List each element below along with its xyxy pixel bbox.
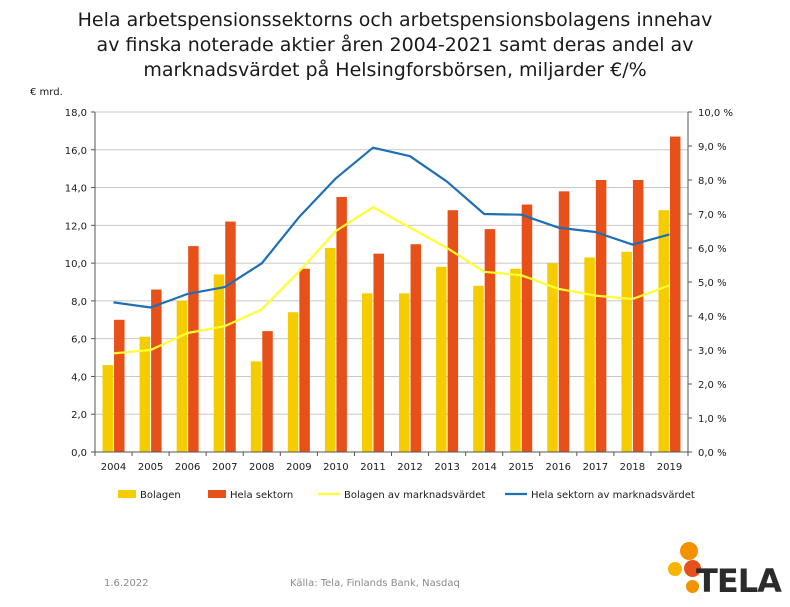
bar-bolagen [436,266,447,452]
chart-title-line-1: Hela arbetspensionssektorns och arbetspe… [77,9,713,31]
x-tick-label: 2008 [249,462,274,473]
bar-hela-sektorn [595,180,607,452]
bar-hela-sektorn [484,229,496,452]
x-tick-label: 2009 [286,462,311,473]
x-tick-label: 2017 [583,462,608,473]
footer-date: 1.6.2022 [104,578,149,589]
bar-hela-sektorn [669,136,681,453]
legend-swatch [208,490,226,498]
bar-bolagen [399,293,410,452]
y2-tick-label: 4,0 % [698,312,727,323]
y2-tick-label: 0,0 % [698,448,727,459]
y-tick-label: 10,0 [65,259,87,270]
bar-hela-sektorn [373,253,384,452]
bar-hela-sektorn [410,244,422,452]
bar-bolagen [621,251,632,452]
legend-label: Hela sektorn av marknadsvärdet [531,490,695,501]
bar-bolagen [473,285,484,452]
legend-label: Hela sektorn [230,490,293,501]
bar-hela-sektorn [262,331,273,452]
y-tick-label: 14,0 [65,184,87,195]
y2-tick-label: 6,0 % [698,244,727,255]
logo-dot-top [680,542,698,560]
bar-hela-sektorn [151,289,162,452]
x-tick-label: 2010 [323,462,348,473]
x-tick-label: 2016 [546,462,571,473]
line-hela-sektorn-marknadsvardet [113,146,670,309]
legend-item: Hela sektorn [208,490,293,501]
x-tick-label: 2012 [397,462,422,473]
legend-item: Bolagen av marknadsvärdet [318,490,485,501]
bar-hela-sektorn [632,180,644,452]
y2-tick-label: 2,0 % [698,380,727,391]
x-tick-label: 2007 [212,462,237,473]
logo-text: TELA [696,562,782,600]
y2-tick-label: 10,0 % [698,108,733,119]
y-tick-label: 6,0 [71,335,87,346]
bar-bolagen [139,336,151,452]
chart-title: Hela arbetspensionssektorns och arbetspe… [40,8,750,83]
y-axis-unit-label: € mrd. [30,87,63,98]
bar-hela-sektorn [558,191,570,453]
chart-title-line-2: av finska noterade aktier åren 2004-2021… [96,34,694,56]
bar-hela-sektorn [521,204,533,452]
y2-tick-label: 3,0 % [698,346,727,357]
bar-hela-sektorn [336,197,347,452]
legend-label: Bolagen [140,490,181,501]
legend-item: Bolagen [118,490,181,501]
bar-bolagen [213,274,225,452]
bar-hela-sektorn [299,268,310,452]
bar-bolagen [287,312,299,452]
bar-bolagen [102,365,114,452]
chart-title-line-3: marknadsvärdet på Helsingforsbörsen, mil… [143,59,647,81]
bar-bolagen [361,293,373,452]
logo-dot-left [668,562,682,576]
bar-bolagen [324,248,336,452]
bar-hela-sektorn [447,210,459,452]
x-tick-label: 2011 [360,462,385,473]
bar-bolagen [547,263,558,452]
y2-tick-label: 1,0 % [698,414,727,425]
legend-swatch [118,490,136,498]
bar-hela-sektorn [188,246,199,452]
x-tick-label: 2019 [657,462,682,473]
bar-bolagen [658,210,669,452]
bar-hela-sektorn [225,221,236,452]
y2-tick-label: 8,0 % [698,176,727,187]
y-tick-label: 0,0 [71,448,87,459]
y2-tick-label: 9,0 % [698,142,727,153]
bar-hela-sektorn [114,319,125,452]
footer-source: Källa: Tela, Finlands Bank, Nasdaq [290,578,460,589]
y-tick-label: 12,0 [65,221,87,232]
x-tick-label: 2014 [471,462,496,473]
y-tick-label: 2,0 [71,410,87,421]
y-tick-label: 18,0 [65,108,87,119]
legend-label: Bolagen av marknadsvärdet [344,490,485,501]
combo-chart: 0,0 2,0 4,0 6,0 8,0 10,0 12,0 14,0 16,0 18,0 0,0 %… [30,87,733,501]
legend-item: Hela sektorn av marknadsvärdet [505,490,695,501]
x-tick-label: 2004 [101,462,126,473]
x-tick-label: 2015 [508,462,533,473]
bar-bolagen [176,300,188,452]
x-tick-label: 2013 [434,462,459,473]
y-tick-label: 8,0 [71,297,87,308]
tela-logo: TELA [666,540,782,602]
logo-dot-center [684,560,701,577]
y2-tick-label: 5,0 % [698,278,727,289]
y2-tick-label: 7,0 % [698,210,727,221]
x-tick-label: 2005 [138,462,163,473]
bar-bolagen [250,361,262,452]
y-tick-label: 4,0 [71,372,87,383]
bar-bolagen [584,257,595,452]
y-tick-label: 16,0 [65,146,87,157]
line-bolagen-marknadsvardet [113,206,670,355]
logo-dot-bottom [686,580,699,593]
bar-bolagen [510,268,521,452]
x-tick-label: 2018 [620,462,645,473]
x-tick-label: 2006 [175,462,200,473]
